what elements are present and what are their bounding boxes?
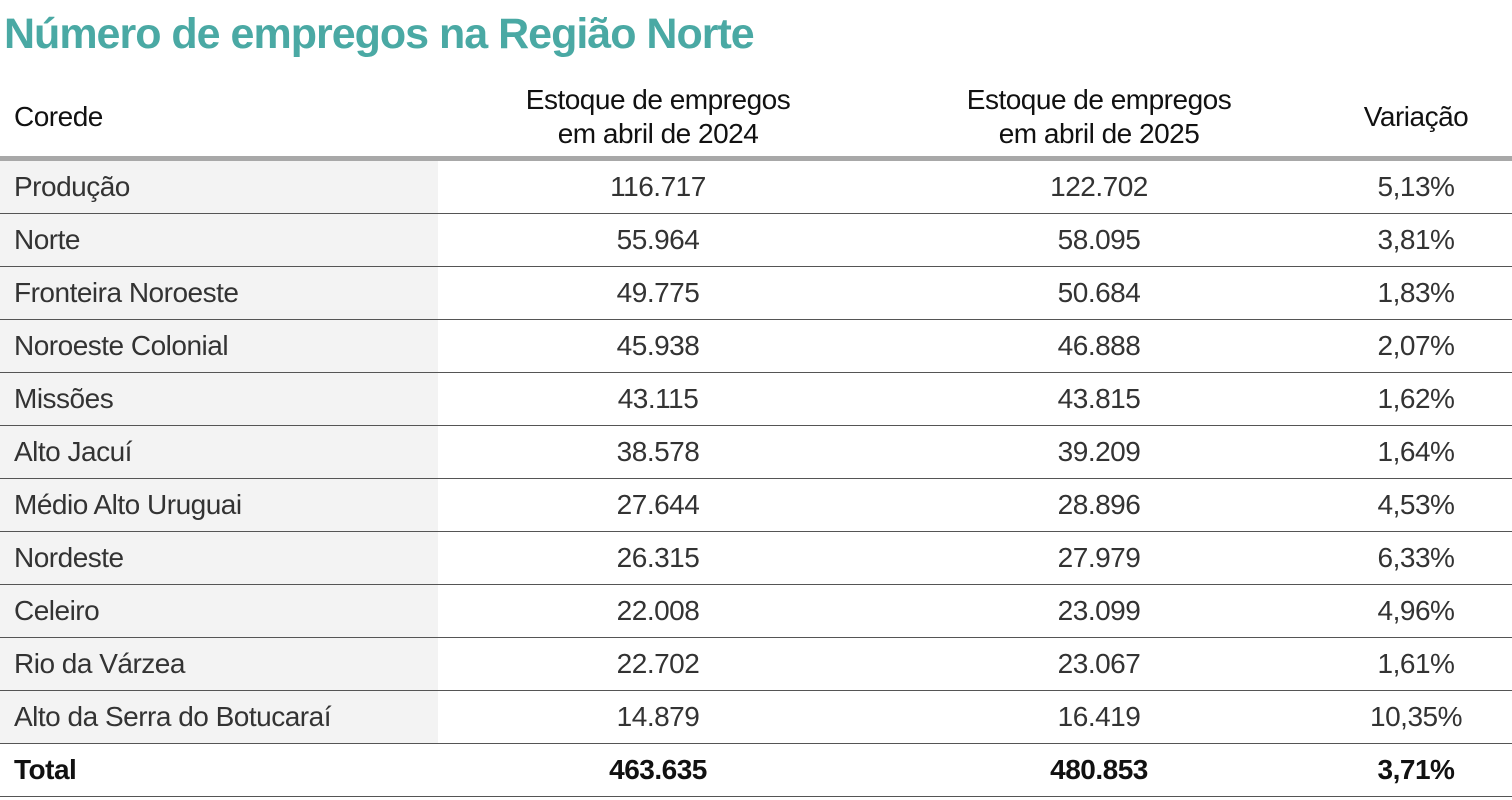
table-row: Alto Jacuí 38.578 39.209 1,64%	[0, 426, 1512, 479]
cell-2024: 45.938	[616, 330, 700, 361]
cell-2024: 463.635	[609, 754, 707, 785]
table-row: Fronteira Noroeste 49.775 50.684 1,83%	[0, 267, 1512, 320]
cell-2024: 55.964	[616, 224, 700, 255]
header-2024: Estoque de empregos em abril de 2024	[438, 83, 878, 151]
cell-2024: 22.008	[616, 595, 700, 626]
cell-2025: 43.815	[1057, 383, 1141, 414]
cell-2025: 58.095	[1057, 224, 1141, 255]
cell-variacao: 10,35%	[1370, 701, 1462, 732]
cell-2025: 480.853	[1050, 754, 1148, 785]
page-title: Número de empregos na Região Norte	[4, 10, 755, 58]
cell-variacao: 4,96%	[1377, 595, 1455, 626]
table-row: Produção 116.717 122.702 5,13%	[0, 161, 1512, 214]
header-2024-line1: Estoque de empregos	[525, 84, 791, 115]
cell-2024: 27.644	[616, 489, 700, 520]
cell-2025: 50.684	[1057, 277, 1141, 308]
cell-2025: 23.099	[1057, 595, 1141, 626]
header-2025-line1: Estoque de empregos	[966, 84, 1232, 115]
cell-2025: 39.209	[1057, 436, 1141, 467]
table-row: Nordeste 26.315 27.979 6,33%	[0, 532, 1512, 585]
cell-variacao: 6,33%	[1377, 542, 1455, 573]
cell-corede: Fronteira Noroeste	[0, 267, 438, 319]
total-row: Total 463.635 480.853 3,71%	[0, 744, 1512, 797]
cell-corede: Noroeste Colonial	[0, 320, 438, 372]
cell-2024: 116.717	[610, 171, 706, 202]
cell-corede: Produção	[0, 161, 438, 213]
cell-2025: 16.419	[1057, 701, 1141, 732]
table-row: Missões 43.115 43.815 1,62%	[0, 373, 1512, 426]
cell-variacao: 2,07%	[1377, 330, 1455, 361]
table-row: Norte 55.964 58.095 3,81%	[0, 214, 1512, 267]
cell-variacao: 1,62%	[1377, 383, 1455, 414]
cell-2024: 14.879	[616, 701, 700, 732]
cell-2025: 122.702	[1050, 171, 1148, 202]
cell-variacao: 3,81%	[1377, 224, 1455, 255]
table-body: Produção 116.717 122.702 5,13% Norte 55.964 58…	[0, 161, 1512, 797]
cell-2024: 26.315	[616, 542, 700, 573]
cell-corede: Médio Alto Uruguai	[0, 479, 438, 531]
cell-corede: Total	[0, 744, 438, 796]
cell-2025: 23.067	[1057, 648, 1141, 679]
header-2024-line2: em abril de 2024	[557, 118, 759, 149]
employment-table: Corede Estoque de empregos em abril de 20…	[0, 78, 1512, 797]
table-header: Corede Estoque de empregos em abril de 20…	[0, 78, 1512, 161]
cell-variacao: 1,61%	[1377, 648, 1455, 679]
cell-variacao: 5,13%	[1377, 171, 1455, 202]
header-corede: Corede	[14, 101, 103, 132]
header-2025: Estoque de empregos em abril de 2025	[878, 83, 1320, 151]
table-row: Médio Alto Uruguai 27.644 28.896 4,53%	[0, 479, 1512, 532]
cell-corede: Celeiro	[0, 585, 438, 637]
table-row: Noroeste Colonial 45.938 46.888 2,07%	[0, 320, 1512, 373]
header-2025-line2: em abril de 2025	[998, 118, 1200, 149]
cell-corede: Alto Jacuí	[0, 426, 438, 478]
cell-corede: Missões	[0, 373, 438, 425]
cell-corede: Norte	[0, 214, 438, 266]
cell-variacao: 1,83%	[1377, 277, 1455, 308]
cell-corede: Rio da Várzea	[0, 638, 438, 690]
cell-2024: 38.578	[616, 436, 700, 467]
table-row: Celeiro 22.008 23.099 4,96%	[0, 585, 1512, 638]
cell-corede: Alto da Serra do Botucaraí	[0, 691, 438, 743]
cell-2025: 27.979	[1057, 542, 1141, 573]
cell-variacao: 1,64%	[1377, 436, 1455, 467]
cell-2024: 22.702	[616, 648, 700, 679]
cell-2024: 49.775	[616, 277, 700, 308]
cell-corede: Nordeste	[0, 532, 438, 584]
cell-variacao: 3,71%	[1377, 754, 1455, 785]
table-row: Rio da Várzea 22.702 23.067 1,61%	[0, 638, 1512, 691]
cell-2025: 46.888	[1057, 330, 1141, 361]
cell-variacao: 4,53%	[1377, 489, 1455, 520]
table-row: Alto da Serra do Botucaraí 14.879 16.419 10…	[0, 691, 1512, 744]
cell-2025: 28.896	[1057, 489, 1141, 520]
header-variacao: Variação	[1363, 101, 1469, 132]
cell-2024: 43.115	[617, 383, 699, 414]
